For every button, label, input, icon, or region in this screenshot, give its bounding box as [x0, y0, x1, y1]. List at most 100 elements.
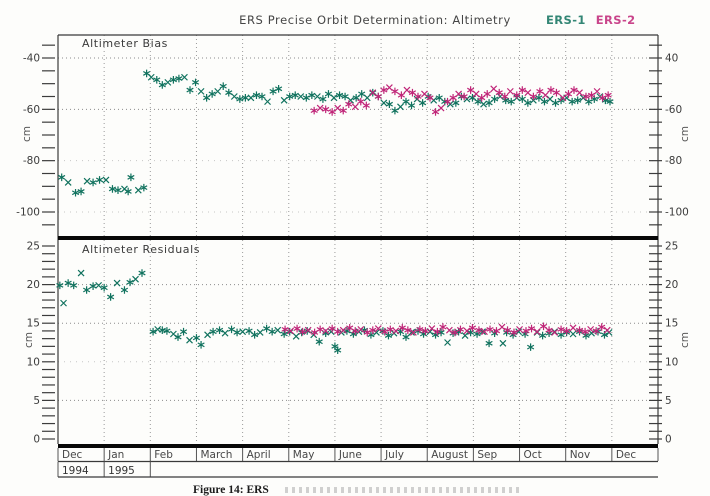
data-point: [221, 329, 229, 337]
data-point: [149, 327, 157, 336]
data-point: [483, 90, 491, 98]
legend: ERS-1 ERS-2: [546, 13, 646, 27]
data-point: [179, 327, 188, 336]
data-point: [374, 92, 382, 101]
data-point: [428, 325, 436, 333]
data-point: [292, 332, 300, 340]
data-point: [280, 330, 288, 338]
y-axis-unit-label: cm: [21, 126, 33, 142]
y-tick-label-left: -80: [23, 155, 40, 167]
year-label: 1994: [62, 465, 89, 477]
data-point: [334, 346, 342, 355]
data-point: [421, 90, 428, 98]
data-point: [402, 97, 410, 106]
data-point: [498, 323, 506, 331]
data-point: [407, 101, 416, 110]
data-point: [445, 326, 453, 334]
data-point: [574, 96, 582, 105]
data-point: [443, 97, 452, 106]
data-point: [71, 188, 80, 197]
data-point: [575, 326, 584, 334]
data-point: [269, 87, 277, 96]
data-point: [592, 327, 600, 335]
data-point: [251, 330, 259, 339]
data-point: [545, 326, 553, 334]
data-point: [153, 76, 161, 84]
data-point: [297, 93, 305, 100]
data-point: [215, 326, 224, 334]
data-point: [495, 88, 503, 97]
data-point: [316, 104, 324, 112]
data-point: [186, 86, 194, 94]
y-tick-label-right: -60: [665, 104, 682, 116]
data-point: [134, 186, 142, 194]
data-point: [56, 281, 64, 290]
data-point: [527, 324, 536, 333]
data-point: [380, 99, 388, 107]
month-label: June: [338, 449, 362, 461]
data-point: [124, 187, 132, 196]
data-point: [472, 90, 480, 98]
data-point: [533, 328, 541, 336]
panel-label-altimeter-bias: Altimeter Bias: [82, 37, 169, 50]
data-point: [315, 337, 323, 346]
data-point: [603, 326, 611, 334]
caption-illegible-text: [285, 487, 520, 493]
data-point: [490, 85, 498, 93]
data-point: [70, 281, 78, 290]
data-point: [524, 89, 532, 97]
data-point: [582, 92, 590, 101]
data-point: [480, 100, 487, 108]
figure-caption: Figure 14: ERS: [193, 484, 269, 496]
y-tick-label-right: 10: [665, 356, 678, 368]
data-point: [416, 325, 424, 334]
month-label: April: [247, 449, 271, 461]
data-point: [274, 326, 282, 334]
data-point: [474, 97, 482, 106]
data-point: [398, 324, 406, 332]
data-point: [281, 325, 289, 334]
data-point: [516, 325, 523, 333]
data-point: [468, 93, 477, 102]
data-point: [444, 339, 451, 346]
data-point: [299, 327, 307, 336]
data-point: [433, 327, 441, 336]
x-axis-line: [58, 444, 658, 448]
data-point: [439, 323, 447, 331]
data-point: [334, 327, 342, 336]
panel-label-altimeter-residuals: Altimeter Residuals: [82, 243, 201, 256]
y-tick-label-left: -100: [16, 207, 40, 219]
data-point: [569, 330, 577, 338]
data-point: [435, 93, 443, 102]
data-point: [174, 333, 182, 341]
y-tick-label-left: 5: [33, 395, 40, 407]
data-point: [518, 95, 526, 103]
data-point: [529, 96, 537, 104]
data-point: [582, 331, 590, 340]
series-ers-1: [56, 269, 613, 355]
data-point: [502, 96, 510, 105]
y-tick-label-left: -60: [23, 104, 40, 116]
y-tick-label-right: 20: [665, 279, 678, 291]
month-label: March: [200, 449, 232, 461]
data-point: [214, 87, 222, 95]
data-point: [369, 89, 377, 97]
data-point: [386, 325, 394, 334]
data-point: [225, 88, 233, 97]
data-point: [463, 327, 471, 335]
legend-item-ers2: ERS-2: [595, 13, 636, 27]
data-point: [275, 85, 283, 93]
data-point: [308, 91, 316, 100]
data-point: [334, 104, 342, 112]
data-point: [369, 326, 377, 334]
data-point: [163, 327, 171, 335]
series-ers-1: [58, 69, 614, 197]
data-point: [551, 329, 559, 336]
month-label: July: [384, 449, 404, 461]
data-point: [535, 93, 543, 102]
y-tick-label-right: -100: [665, 207, 689, 219]
data-point: [564, 90, 573, 98]
data-point: [89, 178, 97, 187]
data-point: [452, 99, 460, 107]
